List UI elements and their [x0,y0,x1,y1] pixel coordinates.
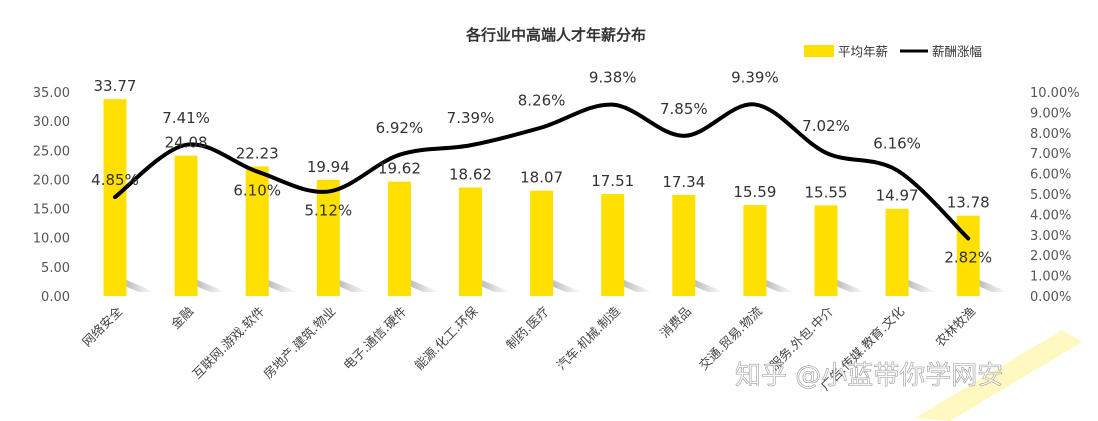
y-left-tick-label: 35.00 [33,86,70,101]
y-left-tick-label: 30.00 [33,115,70,130]
bar-series [103,99,980,296]
bar-value-label: 15.55 [805,183,848,201]
floor-shadows [101,276,1009,292]
y-left-tick-label: 0.00 [41,290,70,305]
x-category-label: 农林牧渔 [932,304,978,350]
bar [814,205,838,296]
line-value-label: 9.39% [731,68,779,86]
bar-data-labels: 33.77 24.08 22.23 19.94 19.62 18.62 18.07 17.51… [94,77,990,212]
line-value-label: 9.38% [589,69,637,87]
bar [459,187,482,296]
y-left-tick-label: 25.00 [33,144,70,159]
bar [245,166,269,296]
bar-value-label: 15.59 [733,183,776,201]
bar-value-label: 33.77 [94,77,137,95]
line-value-label: 7.39% [447,109,495,127]
bar-value-label: 17.34 [662,173,705,191]
legend-label-bar: 平均年薪 [838,44,888,59]
bar [956,215,980,296]
x-category-label: 房地产.建筑.物业 [260,304,338,382]
bar-value-label: 17.51 [591,172,634,190]
bar-value-label: 18.62 [449,165,492,183]
line-value-label: 6.92% [376,119,424,137]
bar [387,181,411,296]
x-category-label: 网络安全 [79,303,125,349]
x-category-label: 金融 [168,303,197,332]
line-value-label: 4.85% [91,171,139,189]
chart-title: 各行业中高端人才年薪分布 [465,26,646,44]
x-category-label: 能源.化工.环保 [411,303,481,373]
y-left-tick-label: 5.00 [41,261,70,276]
line-value-label: 7.85% [660,100,708,118]
bar-value-label: 19.62 [378,160,421,178]
bar [174,155,198,296]
legend-label-line: 薪酬涨幅 [932,44,982,59]
bar [530,190,554,296]
y-right-tick-label: 3.00% [1030,229,1071,244]
line-value-label: 8.26% [518,91,566,109]
bar [316,179,340,296]
bar [672,194,696,296]
bar [743,205,767,296]
x-category-label: 消费品 [657,304,694,341]
line-series-path [113,102,971,241]
x-category-label: 汽车.机械.制造 [554,303,624,373]
y-right-tick-label: 2.00% [1030,249,1071,264]
line-value-label: 7.41% [162,109,210,127]
watermark-text: 知乎 @小蓝带你学网安 [735,361,1003,391]
y-right-tick-label: 7.00% [1030,147,1071,162]
y-left-tick-label: 20.00 [33,173,70,188]
bar-value-label: 24.08 [165,134,208,152]
line-value-label: 6.10% [233,182,281,200]
y-right-tick-label: 0.00% [1030,290,1071,305]
line-value-label: 6.16% [873,134,921,152]
line-value-label: 2.82% [944,248,992,266]
bar-value-label: 13.78 [947,194,990,212]
bar-value-label: 19.94 [307,158,350,176]
bar [601,193,625,296]
y-right-tick-label: 1.00% [1030,270,1071,285]
line-data-labels: 4.85% 7.41% 6.10% 5.12% 6.92% 7.39% 8.26% 9.38%… [91,68,992,266]
y-axis-left: 0.00 5.00 10.00 15.00 20.00 25.00 30.00 35.00 [33,86,70,305]
y-right-tick-label: 6.00% [1030,168,1071,183]
y-axis-right: 0.00% 1.00% 2.00% 3.00% 4.00% 5.00% 6.00% 7.00%… [1030,86,1080,305]
bar [885,208,909,296]
legend-swatch-bar [804,45,834,57]
x-category-label: 互联网.游戏.软件 [189,304,267,382]
bar-value-label: 14.97 [876,187,919,205]
y-right-tick-label: 10.00% [1030,86,1080,101]
x-category-label: 制药.医疗 [503,304,552,353]
bar-value-label: 18.07 [520,169,563,187]
legend: 平均年薪 薪酬涨幅 [804,44,982,59]
y-right-tick-label: 9.00% [1030,106,1071,121]
y-right-tick-label: 4.00% [1030,208,1071,223]
y-right-tick-label: 5.00% [1030,188,1071,203]
x-category-label: 电子.通信.硬件 [340,304,409,373]
y-right-tick-label: 8.00% [1030,127,1071,142]
y-left-tick-label: 10.00 [33,232,70,247]
watermark-swoosh [915,330,1082,421]
y-left-tick-label: 15.00 [33,203,70,218]
bar-value-label: 22.23 [236,144,279,162]
line-value-label: 5.12% [304,202,352,220]
line-value-label: 7.02% [802,117,850,135]
